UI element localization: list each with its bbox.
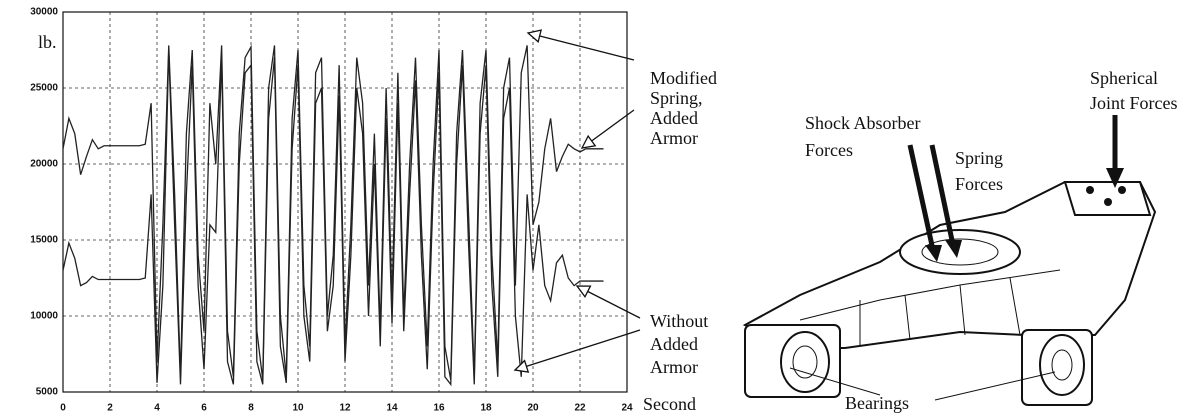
x-tick-label: 20 <box>527 403 539 414</box>
arm-edges <box>799 269 1061 345</box>
annotation-text: Armor <box>650 128 698 148</box>
suspension-arm <box>742 115 1157 406</box>
annotation-text: Added <box>650 334 698 354</box>
diagram-label: Spherical <box>1090 68 1158 88</box>
y-tick-label: 5000 <box>36 387 59 398</box>
diagram-label: Spring <box>955 148 1003 168</box>
bearing-leaders <box>789 367 1056 401</box>
left-bearing-bore <box>792 345 818 379</box>
annotation-arrow <box>514 329 641 371</box>
bolt <box>1086 186 1094 194</box>
series-line <box>62 44 604 380</box>
spring-arrow-head <box>945 240 962 258</box>
diagram-label: Shock Absorber <box>805 113 921 133</box>
annotation-text: Armor <box>650 357 698 377</box>
right-bearing <box>1039 334 1085 396</box>
x-tick-label: 22 <box>574 403 586 414</box>
x-axis-label: Second <box>643 394 696 414</box>
y-tick-label: 30000 <box>30 7 58 18</box>
x-tick-label: 8 <box>248 403 254 414</box>
arrow-head <box>513 359 530 373</box>
x-tick-label: 6 <box>201 403 207 414</box>
annotation-text: Modified <box>650 68 717 88</box>
arrow-head <box>580 134 597 149</box>
diagram-label: Forces <box>955 174 1003 194</box>
diagram-label: Forces <box>805 140 853 160</box>
arrow-head <box>575 285 592 299</box>
bolt <box>1104 198 1112 206</box>
diagram-labels: Shock Absorber Forces Spring Forces Spherica… <box>805 68 1178 413</box>
y-tick-label: 10000 <box>30 311 58 322</box>
x-tick-label: 12 <box>339 403 351 414</box>
series-line <box>62 49 604 387</box>
x-tick-label: 16 <box>433 403 445 414</box>
plot-frame <box>62 11 628 393</box>
x-tick-label: 18 <box>480 403 492 414</box>
diagram-label: Bearings <box>845 393 909 413</box>
annotation-arrow <box>527 32 635 61</box>
x-tick-label: 2 <box>107 403 113 414</box>
x-tick-label: 10 <box>292 403 304 414</box>
y-tick-label: 15000 <box>30 235 58 246</box>
bolt <box>1118 186 1126 194</box>
x-tick-label: 14 <box>386 403 398 414</box>
annotation-text: Without <box>650 311 708 331</box>
spring-cup-inner <box>921 238 999 266</box>
right-bearing-bore <box>1051 349 1073 381</box>
arrow-head <box>526 29 542 43</box>
annotation-text: Spring, <box>650 88 703 108</box>
y-tick-label: 25000 <box>30 83 58 94</box>
shock-arrow-head <box>925 245 942 262</box>
diagram-label: Joint Forces <box>1090 93 1178 113</box>
y-axis-label: lb. <box>38 32 57 52</box>
x-tick-label: 0 <box>60 403 66 414</box>
y-tick-label: 20000 <box>30 159 58 170</box>
annotation-text: Added <box>650 108 698 128</box>
x-tick-label: 4 <box>154 403 160 414</box>
spring-cup <box>899 229 1021 275</box>
joint-arrow-head <box>1106 168 1124 188</box>
left-bearing <box>780 331 830 393</box>
spring-arrow <box>929 144 956 246</box>
shock-arrow <box>907 144 936 251</box>
x-tick-label: 24 <box>621 403 633 414</box>
